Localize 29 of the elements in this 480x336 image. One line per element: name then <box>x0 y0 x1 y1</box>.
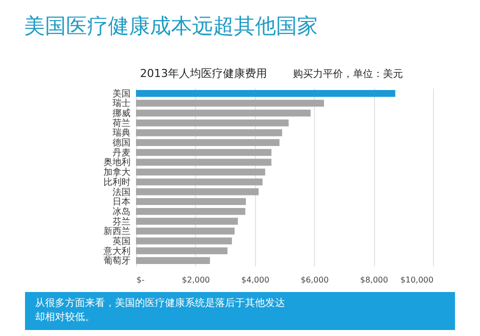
y-tick-label: 挪威 <box>112 108 130 120</box>
x-tick-label: $10,000 <box>400 276 434 284</box>
y-tick-label: 比利时 <box>104 176 130 188</box>
y-tick-label: 加拿大 <box>104 167 130 178</box>
y-tick-label: 日本 <box>112 196 130 208</box>
y-tick-label: 荷兰 <box>112 118 130 129</box>
text: 从很多方面来看，美国的医疗健康系统是落后于其他发达 <box>35 297 286 311</box>
y-tick-label: 英国 <box>112 236 130 247</box>
y-tick-label: 丹麦 <box>112 147 130 158</box>
x-tick-label: $- <box>136 276 145 284</box>
y-tick-label: 瑞士 <box>112 98 130 110</box>
text: 却相对较低。 <box>35 311 96 325</box>
y-tick-label: 美国 <box>112 88 130 100</box>
y-tick-label: 意大利 <box>102 246 130 257</box>
x-tick-label: $2,000 <box>182 276 210 284</box>
y-tick-label: 芬兰 <box>112 216 130 228</box>
chart-subtitle: 2013年人均医疗健康费用 <box>140 67 267 80</box>
y-tick-label: 新西兰 <box>104 226 130 238</box>
x-tick-label: $8,000 <box>360 276 388 284</box>
x-tick-label: $4,000 <box>241 276 270 284</box>
x-tick-label: $6,000 <box>300 276 329 284</box>
chart-title: 美国医疗健康成本远超其他国家 <box>24 13 318 40</box>
y-tick-label: 瑞典 <box>112 128 130 139</box>
y-tick-label: 奥地利 <box>104 157 130 168</box>
y-tick-label: 冰岛 <box>112 206 130 218</box>
y-tick-label: 法国 <box>112 186 130 198</box>
text: 购买力平价，单位：美元 <box>293 69 403 80</box>
y-tick-label: 葡萄牙 <box>104 256 130 267</box>
y-tick-label: 德国 <box>112 138 130 149</box>
